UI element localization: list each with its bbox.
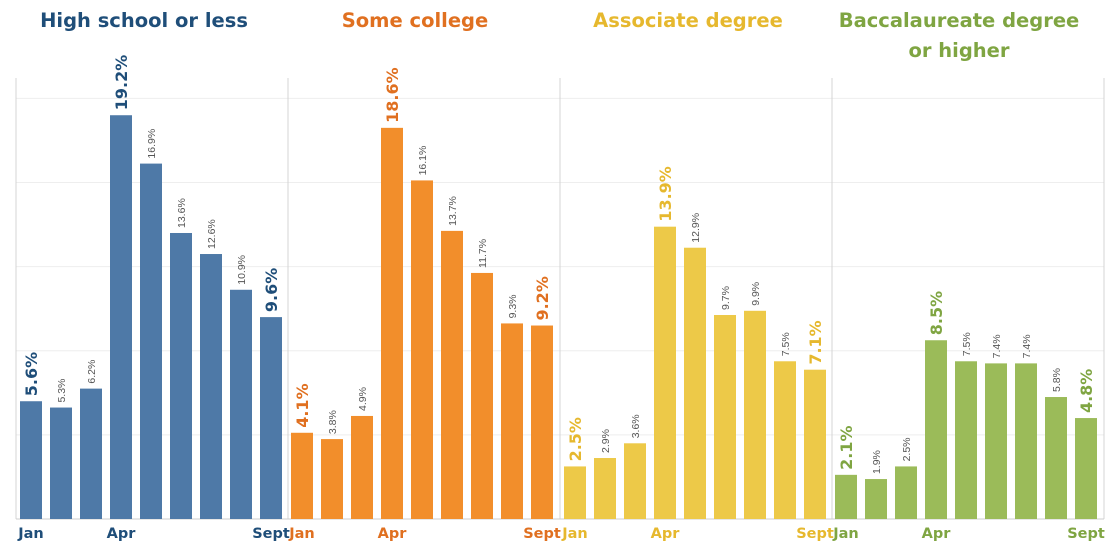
data-label: 13.6%	[176, 198, 188, 228]
bar	[80, 388, 102, 519]
bar	[531, 325, 553, 519]
data-label: 4.9%	[357, 387, 369, 411]
data-label: 6.2%	[86, 360, 98, 384]
bar	[835, 474, 857, 519]
panel-2: Some college 4.1% 3.8% 4.9% 18.6% 16.1% 13.7% 1…	[288, 9, 561, 542]
data-label: 9.3%	[507, 294, 519, 318]
bar	[381, 127, 403, 519]
x-tick-label: Sept	[1067, 526, 1105, 542]
data-label: 13.9%	[656, 166, 675, 222]
bar	[501, 323, 523, 519]
x-tick-label: Apr	[378, 526, 408, 542]
panel-title: High school or less	[40, 9, 248, 32]
data-label: 9.9%	[750, 282, 762, 306]
data-label: 5.8%	[1051, 368, 1063, 392]
bar	[200, 254, 222, 519]
data-label: 2.1%	[837, 425, 856, 469]
data-label: 8.5%	[927, 291, 946, 335]
bar	[654, 226, 676, 520]
bar	[744, 310, 766, 519]
data-label: 3.8%	[327, 410, 339, 434]
data-label: 7.5%	[961, 332, 973, 356]
bar	[684, 247, 706, 519]
data-label: 9.6%	[262, 268, 281, 312]
data-label: 5.3%	[56, 379, 68, 403]
x-tick-label: Jan	[288, 526, 315, 542]
bar	[291, 432, 313, 519]
data-label: 2.9%	[600, 429, 612, 453]
bar	[985, 363, 1007, 519]
bar	[774, 361, 796, 519]
bar	[594, 458, 616, 519]
data-label: 16.1%	[417, 146, 429, 176]
bar	[865, 479, 887, 519]
panel-3: Associate degree 2.5% 2.9% 3.6% 13.9% 12.9% 9.…	[561, 9, 834, 542]
chart-panels: High school or less 5.6% 5.3% 6.2% 19.2% 16.9…	[17, 9, 1105, 542]
bar	[411, 180, 433, 520]
data-label: 3.6%	[630, 414, 642, 438]
bar	[564, 466, 586, 519]
data-label: 11.7%	[477, 239, 489, 268]
x-tick-label: Apr	[651, 526, 681, 542]
bar	[260, 317, 282, 519]
x-tick-label: Jan	[561, 526, 588, 542]
grid-lines	[15, 78, 1105, 520]
x-tick-label: Jan	[17, 526, 44, 542]
data-label: 5.6%	[22, 352, 41, 396]
data-label: 7.5%	[780, 332, 792, 356]
bar	[20, 401, 42, 519]
data-label: 7.1%	[806, 320, 825, 364]
data-label: 13.7%	[447, 196, 459, 226]
bar	[321, 439, 343, 519]
data-label: 1.9%	[871, 450, 883, 474]
x-tick-label: Apr	[922, 526, 952, 542]
data-label: 18.6%	[383, 67, 402, 123]
bar	[351, 415, 373, 519]
x-tick-label: Sept	[796, 526, 834, 542]
data-label: 19.2%	[112, 55, 131, 111]
panel-1: High school or less 5.6% 5.3% 6.2% 19.2% 16.9…	[17, 9, 290, 542]
bar	[50, 407, 72, 519]
data-label: 7.4%	[1021, 334, 1033, 358]
bar	[471, 272, 493, 519]
panel-title: Associate degree	[593, 9, 783, 32]
bar	[110, 115, 132, 519]
x-tick-label: Jan	[832, 526, 859, 542]
bar	[925, 340, 947, 519]
bar	[955, 361, 977, 519]
data-label: 12.9%	[690, 213, 702, 243]
x-tick-label: Sept	[252, 526, 290, 542]
data-label: 7.4%	[991, 334, 1003, 358]
bar	[804, 369, 826, 519]
bar	[1045, 397, 1067, 519]
panel-title: Baccalaureate degree	[839, 9, 1080, 32]
data-label: 4.1%	[293, 383, 312, 427]
data-label: 10.9%	[236, 255, 248, 285]
bar	[1015, 363, 1037, 519]
x-tick-label: Apr	[107, 526, 137, 542]
panel-title: or higher	[908, 39, 1009, 62]
data-label: 9.2%	[533, 276, 552, 320]
bar	[1075, 418, 1097, 519]
panel-title: Some college	[342, 9, 489, 32]
data-label: 2.5%	[566, 417, 585, 461]
bar	[230, 289, 252, 519]
bar	[624, 443, 646, 519]
data-label: 2.5%	[901, 437, 913, 461]
data-label: 9.7%	[720, 286, 732, 310]
bar	[140, 163, 162, 519]
data-label: 16.9%	[146, 129, 158, 159]
panel-4: Baccalaureate degree or higher 2.1% 1.9% 2.5…	[832, 9, 1105, 542]
x-tick-label: Sept	[523, 526, 561, 542]
data-label: 4.8%	[1077, 369, 1096, 413]
data-label: 12.6%	[206, 219, 218, 249]
bar	[895, 466, 917, 519]
bar	[441, 230, 463, 519]
bar	[170, 232, 192, 519]
bar	[714, 315, 736, 519]
